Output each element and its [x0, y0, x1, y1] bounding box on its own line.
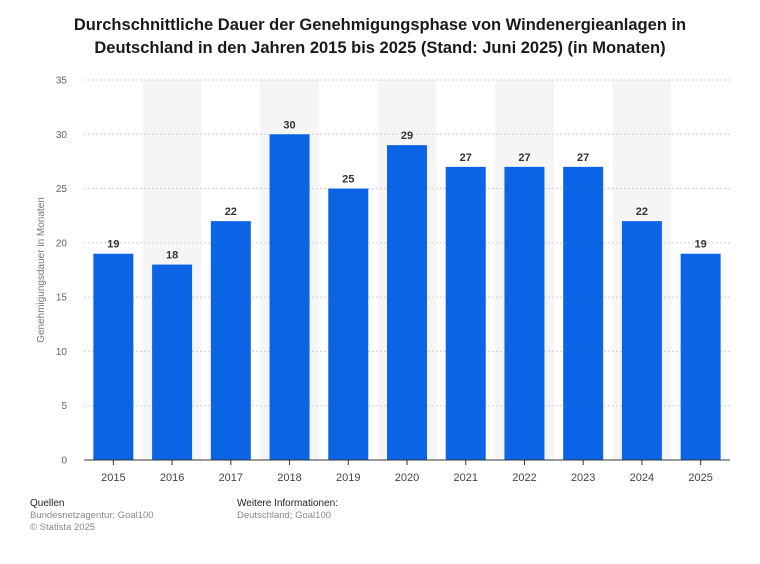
x-tick-label-2016: 2016: [160, 472, 184, 484]
chart-title: Durchschnittliche Dauer der Genehmigungs…: [73, 16, 687, 57]
data-label-2025: 19: [695, 239, 707, 251]
y-tick-label: 30: [56, 130, 68, 141]
x-tick-label-2017: 2017: [219, 472, 243, 484]
data-label-2020: 29: [401, 130, 413, 142]
bar-2021[interactable]: [445, 166, 486, 460]
sources-block: Quellen Bundesnetzagentur; Goal100 © Sta…: [30, 498, 154, 534]
x-tick-label-2021: 2021: [453, 472, 477, 484]
info-text: Deutschland; Goal100: [237, 510, 332, 521]
y-tick-label: 25: [56, 184, 68, 195]
bar-2016[interactable]: [152, 264, 193, 460]
bar-2018[interactable]: [269, 134, 310, 461]
x-tick-label-2022: 2022: [512, 472, 536, 484]
data-label-2024: 22: [636, 206, 648, 218]
data-label-2019: 25: [342, 174, 354, 186]
x-tick-label-2025: 2025: [688, 472, 712, 484]
sources-heading: Quellen: [30, 498, 65, 509]
y-axis-label: Genehmigungsdauer in Monaten: [36, 197, 47, 343]
bars: [93, 134, 721, 461]
bar-2022[interactable]: [504, 166, 545, 460]
data-label-2018: 30: [283, 119, 295, 131]
x-axis-ticks: 2015 2016 2017 2018 2019 2020 2021 2022 2023 2024…: [101, 460, 713, 484]
x-tick-label-2024: 2024: [630, 472, 654, 484]
y-tick-label: 20: [56, 238, 68, 249]
y-tick-label: 0: [61, 456, 67, 467]
bar-2023[interactable]: [563, 166, 604, 460]
copyright-text: © Statista 2025: [30, 522, 96, 533]
y-tick-label: 15: [56, 293, 68, 304]
x-tick-label-2018: 2018: [277, 472, 301, 484]
bar-2020[interactable]: [387, 145, 427, 460]
bar-2025[interactable]: [680, 253, 721, 460]
y-tick-label: 10: [56, 347, 68, 358]
data-labels: 19 18 22 30 25 29 27 27 27 22 19: [107, 119, 707, 261]
bar-2015[interactable]: [93, 253, 134, 460]
bar-2024[interactable]: [621, 221, 662, 460]
x-tick-label-2019: 2019: [336, 472, 360, 484]
y-tick-label: 35: [56, 76, 68, 87]
data-label-2016: 18: [166, 250, 178, 262]
bar-2019[interactable]: [328, 188, 369, 461]
data-label-2021: 27: [460, 152, 472, 164]
bar-2017[interactable]: [210, 221, 251, 460]
data-label-2017: 22: [225, 206, 237, 218]
y-tick-label: 5: [61, 401, 67, 412]
data-label-2022: 27: [518, 152, 530, 164]
sources-text: Bundesnetzagentur; Goal100: [30, 510, 154, 521]
x-tick-label-2015: 2015: [101, 472, 125, 484]
info-heading: Weitere Informationen:: [237, 498, 338, 509]
info-block: Weitere Informationen: Deutschland; Goal…: [237, 498, 338, 522]
data-label-2023: 27: [577, 152, 589, 164]
x-tick-label-2020: 2020: [395, 472, 419, 484]
y-axis-ticks: 0 5 10 15 20 25 30 35: [56, 76, 68, 467]
data-label-2015: 19: [107, 239, 119, 251]
x-tick-label-2023: 2023: [571, 472, 595, 484]
